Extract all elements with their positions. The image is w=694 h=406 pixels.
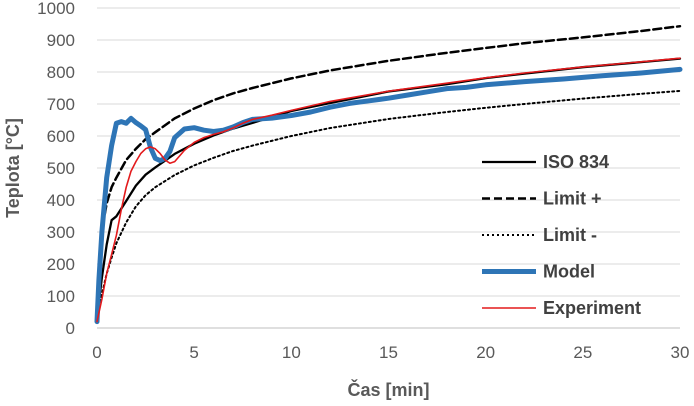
- y-tick-label: 900: [47, 31, 75, 50]
- y-axis-ticks: 0 100 200 300 400 500 600 700 800 900 1000: [37, 0, 75, 338]
- y-tick-label: 700: [47, 95, 75, 114]
- chart-gridlines: [97, 7, 680, 297]
- legend-label: ISO 834: [543, 152, 609, 172]
- y-tick-label: 600: [47, 127, 75, 146]
- x-axis-ticks: 0 5 10 15 20 25 30: [92, 343, 689, 362]
- x-axis-title: Čas [min]: [347, 379, 429, 400]
- x-tick-label: 10: [282, 343, 301, 362]
- legend-label: Limit -: [543, 225, 597, 245]
- chart-series: [94, 24, 683, 325]
- series-line-model: [94, 66, 683, 325]
- x-tick-label: 30: [671, 343, 690, 362]
- x-tick-label: 20: [476, 343, 495, 362]
- legend-label: Model: [543, 262, 595, 282]
- y-tick-label: 200: [47, 255, 75, 274]
- series-line-experiment: [96, 57, 681, 323]
- y-tick-label: 300: [47, 223, 75, 242]
- y-tick-label: 1000: [37, 0, 75, 18]
- x-tick-label: 15: [379, 343, 398, 362]
- y-tick-label: 0: [66, 319, 75, 338]
- legend-label: Experiment: [543, 298, 641, 318]
- y-axis-title: Teplota [°C]: [3, 118, 23, 218]
- x-tick-label: 0: [92, 343, 101, 362]
- y-tick-label: 500: [47, 159, 75, 178]
- y-tick-label: 100: [47, 287, 75, 306]
- legend-label: Limit +: [543, 189, 602, 209]
- y-tick-label: 400: [47, 191, 75, 210]
- chart-legend: ISO 834 Limit + Limit - Model Experiment: [482, 152, 641, 318]
- x-tick-label: 25: [573, 343, 592, 362]
- x-tick-label: 5: [189, 343, 198, 362]
- series-line-limit: [95, 24, 682, 323]
- y-tick-label: 800: [47, 63, 75, 82]
